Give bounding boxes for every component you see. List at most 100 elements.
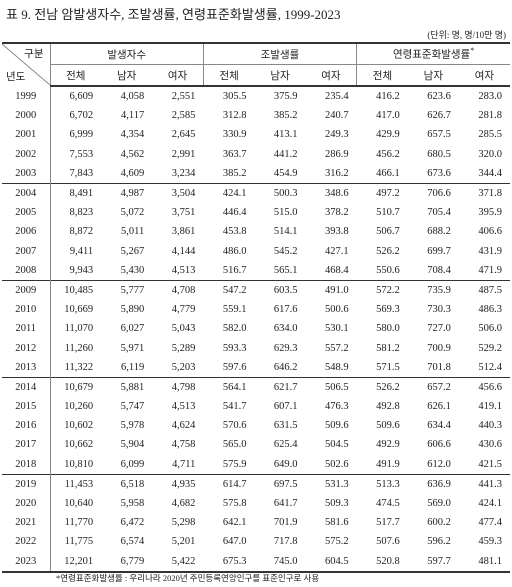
- value-cell: 517.7: [376, 517, 400, 529]
- value-cell: 486.3: [478, 304, 502, 316]
- value-cell: 9,411: [69, 245, 94, 257]
- value-cell: 11,322: [64, 361, 94, 373]
- year-cell: 2005: [2, 203, 51, 223]
- year-cell: 2019: [2, 473, 51, 494]
- year-cell: 2015: [2, 397, 51, 417]
- value-cell: 6,518: [101, 473, 153, 494]
- value-cell: 572.2: [356, 279, 408, 301]
- value-cell: 636.9: [407, 473, 459, 494]
- value-cell: 446.4: [222, 207, 247, 219]
- diagonal: [2, 44, 50, 85]
- unit-note: (단위: 명, 명/10만 명): [427, 30, 506, 40]
- value-cell: 430.6: [478, 439, 502, 451]
- value-cell: 6,099: [120, 458, 145, 470]
- table-row: 2019 11,453 6,518 4,935 614.7 697.5 531.3 513.3…: [2, 473, 510, 494]
- value-cell: 249.3: [325, 129, 349, 141]
- value-cell: 312.8: [222, 110, 247, 122]
- value-cell: 700.9: [427, 342, 451, 354]
- value-cell: 502.6: [325, 458, 349, 470]
- value-cell: 4,935: [152, 473, 204, 494]
- table-row: 2002 7,553 4,562 2,991 363.7 441.2 286.9 456.2 6…: [2, 144, 510, 164]
- group-note: *: [470, 46, 475, 56]
- value-cell: 454.9: [273, 167, 298, 179]
- value-cell: 491.9: [376, 458, 400, 470]
- value-cell: 11,453: [50, 473, 102, 494]
- column-header: 남자: [407, 64, 459, 87]
- value-cell: 10,640: [64, 498, 94, 510]
- table-row: 2013 11,322 6,119 5,203 597.6 646.2 548.9 571.5…: [2, 357, 510, 378]
- value-cell: 631.5: [273, 420, 298, 432]
- table-row: 2014 10,679 5,881 4,798 564.1 621.7 506.5 526.2…: [2, 376, 510, 397]
- value-cell: 7,843: [69, 167, 94, 179]
- value-cell: 507.6: [376, 536, 400, 548]
- table-row: 2010 10,669 5,890 4,779 559.1 617.6 500.6 569.3…: [2, 300, 510, 320]
- value-cell: 510.7: [376, 207, 400, 219]
- value-cell: 607.1: [273, 401, 298, 413]
- value-cell: 431.9: [478, 245, 502, 257]
- value-cell: 492.8: [376, 401, 400, 413]
- value-cell: 547.2: [203, 279, 255, 301]
- value-cell: 385.2: [273, 110, 298, 122]
- year-cell: 2010: [2, 300, 51, 320]
- value-cell: 634.4: [427, 420, 451, 432]
- value-cell: 641.7: [273, 498, 298, 510]
- value-cell: 10,810: [64, 458, 94, 470]
- value-cell: 582.0: [222, 323, 247, 335]
- value-cell: 320.0: [478, 148, 502, 160]
- table-row: 2021 11,770 6,472 5,298 642.1 701.9 581.6 517.7…: [2, 513, 510, 533]
- value-cell: 717.8: [273, 536, 298, 548]
- value-cell: 371.8: [458, 182, 510, 204]
- value-cell: 526.2: [376, 245, 400, 257]
- value-cell: 330.9: [222, 129, 247, 141]
- year-cell: 2004: [2, 182, 51, 204]
- value-cell: 6,119: [120, 361, 145, 373]
- value-cell: 3,861: [171, 226, 196, 238]
- value-cell: 4,354: [120, 129, 145, 141]
- value-cell: 427.1: [325, 245, 349, 257]
- value-cell: 492.9: [376, 439, 400, 451]
- value-cell: 550.6: [376, 264, 400, 276]
- value-cell: 515.0: [273, 207, 298, 219]
- value-cell: 621.7: [254, 376, 306, 397]
- value-cell: 9,943: [69, 264, 94, 276]
- value-cell: 506.0: [478, 323, 502, 335]
- year-cell: 2013: [2, 357, 51, 378]
- value-cell: 3,751: [171, 207, 196, 219]
- table-row: 2008 9,943 5,430 4,513 516.7 565.1 468.4 550.6 7…: [2, 260, 510, 281]
- value-cell: 596.2: [427, 536, 451, 548]
- value-cell: 11,770: [64, 517, 94, 529]
- value-cell: 5,422: [152, 551, 204, 573]
- table-body: 1999 6,609 4,058 2,551 305.5 375.9 235.4 416.2 6…: [2, 86, 510, 573]
- value-cell: 283.0: [478, 91, 502, 103]
- value-cell: 5,978: [120, 420, 145, 432]
- value-cell: 240.7: [325, 110, 349, 122]
- value-cell: 569.0: [427, 498, 451, 510]
- value-cell: 5,043: [171, 323, 196, 335]
- value-cell: 497.2: [356, 182, 408, 204]
- value-cell: 8,872: [69, 226, 94, 238]
- corner-top: 구분: [24, 49, 44, 60]
- year-cell: 2000: [2, 106, 51, 126]
- value-cell: 4,624: [171, 420, 196, 432]
- year-cell: 2003: [2, 163, 51, 184]
- value-cell: 571.5: [376, 361, 400, 373]
- value-cell: 385.2: [222, 167, 247, 179]
- value-cell: 5,072: [120, 207, 145, 219]
- value-cell: 487.5: [458, 279, 510, 301]
- column-header: 남자: [254, 64, 306, 87]
- value-cell: 5,904: [120, 439, 145, 451]
- value-cell: 647.0: [222, 536, 247, 548]
- value-cell: 456.6: [458, 376, 510, 397]
- value-cell: 344.4: [478, 167, 502, 179]
- value-cell: 413.1: [273, 129, 298, 141]
- year-cell: 2020: [2, 493, 51, 514]
- value-cell: 626.1: [427, 401, 451, 413]
- value-cell: 4,987: [101, 182, 153, 204]
- value-cell: 4,711: [172, 458, 196, 470]
- value-cell: 675.3: [203, 551, 255, 573]
- group-header: 발생자수: [50, 42, 204, 65]
- value-cell: 500.3: [254, 182, 306, 204]
- column-header: 여자: [152, 64, 204, 87]
- value-cell: 6,702: [69, 110, 94, 122]
